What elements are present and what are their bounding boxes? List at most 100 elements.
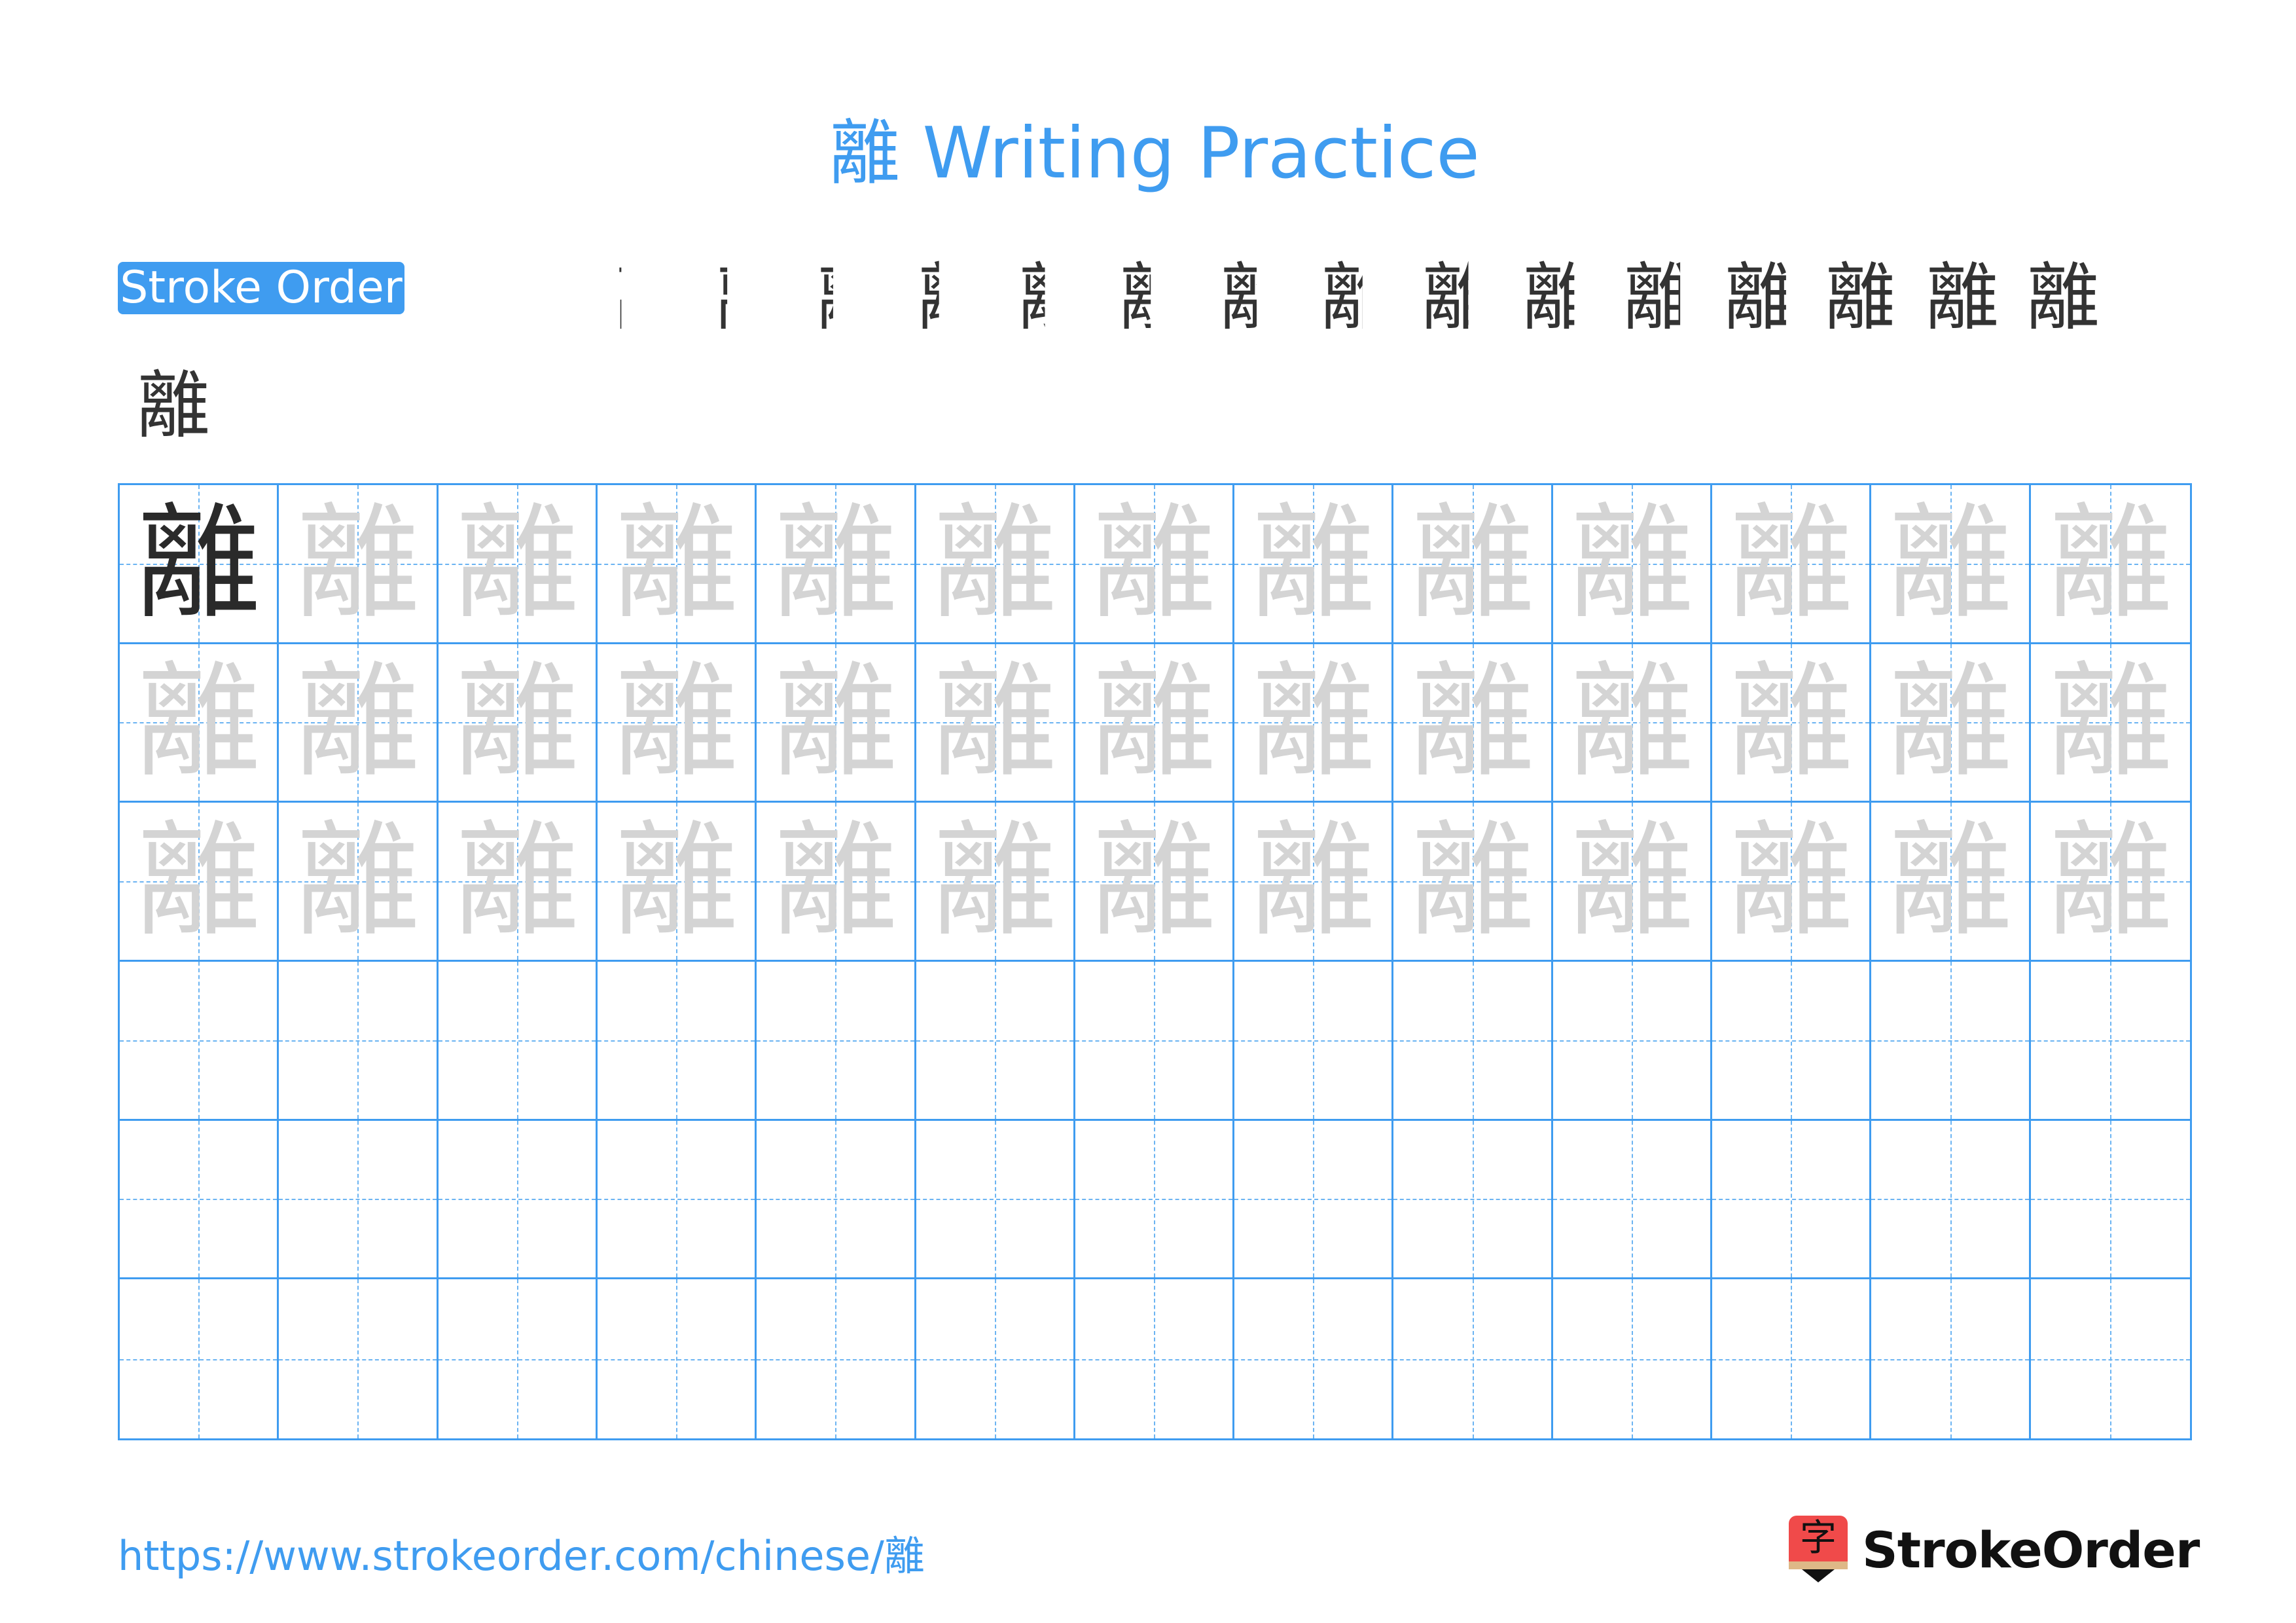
empty-practice-cell[interactable] [757, 1120, 916, 1280]
stroke-step-2: 離 [514, 255, 588, 340]
empty-practice-cell[interactable] [1712, 1120, 1872, 1280]
trace-character-cell[interactable]: 離 [1871, 644, 2031, 803]
trace-character-cell[interactable]: 離 [1234, 485, 1394, 644]
empty-practice-cell[interactable] [757, 962, 916, 1121]
trace-character-cell[interactable]: 離 [2030, 803, 2191, 962]
trace-character-cell[interactable]: 離 [438, 644, 598, 803]
empty-practice-cell[interactable] [120, 1120, 279, 1280]
trace-character-cell[interactable]: 離 [1234, 803, 1394, 962]
stroke-step-11: 離 [1422, 255, 1495, 340]
trace-character-cell[interactable]: 離 [1075, 644, 1235, 803]
empty-practice-cell[interactable] [1075, 1120, 1235, 1280]
trace-character-cell[interactable]: 離 [1234, 644, 1394, 803]
empty-practice-cell[interactable] [597, 1120, 757, 1280]
empty-practice-cell[interactable] [438, 1279, 598, 1438]
stroke-step-7: 離 [1018, 255, 1092, 340]
empty-practice-cell[interactable] [279, 962, 439, 1121]
trace-character-cell[interactable]: 離 [1552, 485, 1713, 644]
trace-character-cell[interactable]: 離 [120, 803, 279, 962]
stroke-step-1: 離 [414, 255, 487, 340]
empty-practice-cell[interactable] [1075, 1279, 1235, 1438]
trace-character-cell[interactable]: 離 [916, 485, 1075, 644]
source-link[interactable]: https://www.strokeorder.com/chinese/離 [118, 1532, 925, 1580]
empty-practice-cell[interactable] [1552, 1279, 1713, 1438]
empty-practice-cell[interactable] [1712, 962, 1872, 1121]
stroke-step-12: 離 [1522, 255, 1596, 340]
trace-character-cell[interactable]: 離 [120, 644, 279, 803]
stroke-step-14: 離 [1724, 255, 1797, 340]
pencil-logo-icon: 字 [1789, 1516, 1848, 1584]
trace-character-cell[interactable]: 離 [1712, 644, 1872, 803]
trace-character-cell[interactable]: 離 [1075, 803, 1235, 962]
trace-character-cell[interactable]: 離 [1075, 485, 1235, 644]
empty-practice-cell[interactable] [916, 1120, 1075, 1280]
empty-practice-cell[interactable] [2030, 1120, 2191, 1280]
trace-character-cell[interactable]: 離 [279, 485, 439, 644]
stroke-step-5: 離 [817, 255, 890, 340]
trace-character-cell[interactable]: 離 [597, 644, 757, 803]
strokeorder-logo[interactable]: 字 StrokeOrder [1789, 1514, 2200, 1586]
trace-character-cell[interactable]: 離 [438, 803, 598, 962]
empty-practice-cell[interactable] [120, 1279, 279, 1438]
empty-practice-cell[interactable] [1234, 1120, 1394, 1280]
model-character-cell[interactable]: 離 [120, 485, 279, 644]
logo-text: StrokeOrder [1862, 1520, 2200, 1579]
trace-character-cell[interactable]: 離 [1393, 803, 1553, 962]
empty-practice-cell[interactable] [438, 1120, 598, 1280]
trace-character-cell[interactable]: 離 [1552, 644, 1713, 803]
empty-practice-cell[interactable] [1871, 1279, 2031, 1438]
trace-character-cell[interactable]: 離 [916, 803, 1075, 962]
stroke-step-17: 離 [2026, 255, 2100, 340]
empty-practice-cell[interactable] [1871, 962, 2031, 1121]
trace-character-cell[interactable]: 離 [1552, 803, 1713, 962]
trace-character-cell[interactable]: 離 [757, 803, 916, 962]
trace-character-cell[interactable]: 離 [1393, 644, 1553, 803]
trace-character-cell[interactable]: 離 [1712, 485, 1872, 644]
empty-practice-cell[interactable] [2030, 1279, 2191, 1438]
trace-character-cell[interactable]: 離 [2030, 644, 2191, 803]
trace-character-cell[interactable]: 離 [438, 485, 598, 644]
empty-practice-cell[interactable] [1552, 962, 1713, 1121]
trace-character-cell[interactable]: 離 [1871, 485, 2031, 644]
empty-practice-cell[interactable] [1712, 1279, 1872, 1438]
stroke-order-badge: Stroke Order [118, 262, 404, 314]
empty-practice-cell[interactable] [597, 962, 757, 1121]
trace-character-cell[interactable]: 離 [597, 803, 757, 962]
empty-practice-cell[interactable] [1871, 1120, 2031, 1280]
stroke-step-16: 離 [1926, 255, 1999, 340]
stroke-step-13: 離 [1623, 255, 1696, 340]
empty-practice-cell[interactable] [120, 962, 279, 1121]
empty-practice-cell[interactable] [916, 962, 1075, 1121]
empty-practice-cell[interactable] [279, 1279, 439, 1438]
empty-practice-cell[interactable] [1234, 1279, 1394, 1438]
empty-practice-cell[interactable] [916, 1279, 1075, 1438]
stroke-step-10: 離 [1321, 255, 1394, 340]
empty-practice-cell[interactable] [279, 1120, 439, 1280]
trace-character-cell[interactable]: 離 [2030, 485, 2191, 644]
stroke-step-6: 離 [918, 255, 991, 340]
trace-character-cell[interactable]: 離 [279, 644, 439, 803]
trace-character-cell[interactable]: 離 [279, 803, 439, 962]
trace-character-cell[interactable]: 離 [757, 485, 916, 644]
trace-character-cell[interactable]: 離 [1393, 485, 1553, 644]
page-title: 離 Writing Practice [829, 113, 1480, 194]
stroke-step-8: 離 [1119, 255, 1193, 340]
empty-practice-cell[interactable] [1393, 1279, 1553, 1438]
stroke-step-9: 離 [1220, 255, 1293, 340]
trace-character-cell[interactable]: 離 [597, 485, 757, 644]
empty-practice-cell[interactable] [438, 962, 598, 1121]
empty-practice-cell[interactable] [1393, 962, 1553, 1121]
trace-character-cell[interactable]: 離 [757, 644, 916, 803]
stroke-step-3: 離 [615, 255, 689, 340]
empty-practice-cell[interactable] [1075, 962, 1235, 1121]
empty-practice-cell[interactable] [1552, 1120, 1713, 1280]
practice-grid: 離離離離離離離離離離離離離離離離離離離離離離離離離離離離離離離離離離離離離離離 [118, 483, 2192, 1440]
trace-character-cell[interactable]: 離 [916, 644, 1075, 803]
empty-practice-cell[interactable] [2030, 962, 2191, 1121]
trace-character-cell[interactable]: 離 [1712, 803, 1872, 962]
empty-practice-cell[interactable] [757, 1279, 916, 1438]
empty-practice-cell[interactable] [1234, 962, 1394, 1121]
empty-practice-cell[interactable] [597, 1279, 757, 1438]
empty-practice-cell[interactable] [1393, 1120, 1553, 1280]
trace-character-cell[interactable]: 離 [1871, 803, 2031, 962]
